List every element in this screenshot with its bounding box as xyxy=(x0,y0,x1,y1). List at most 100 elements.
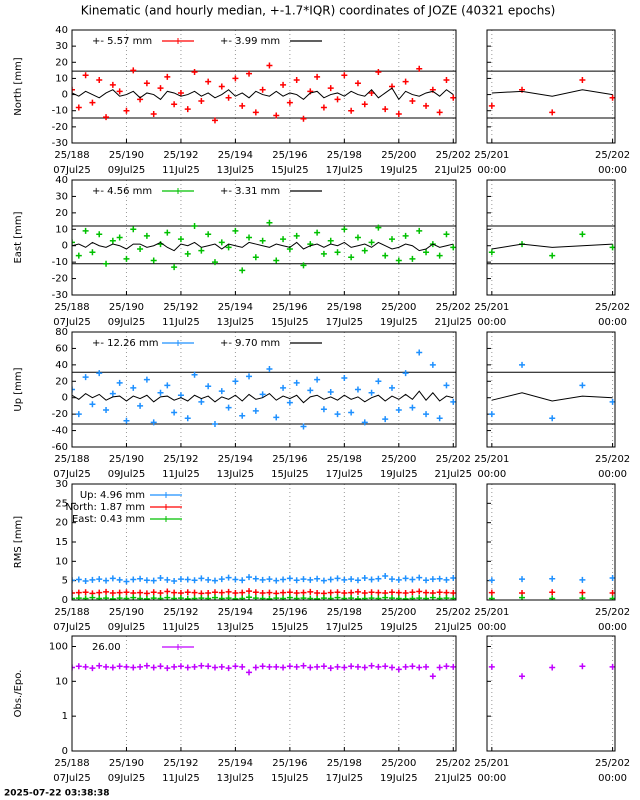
point xyxy=(123,589,130,596)
point xyxy=(252,407,259,414)
point xyxy=(72,86,75,93)
x-tick-label: 25/196 xyxy=(272,302,307,313)
point xyxy=(137,663,144,670)
point xyxy=(103,260,110,267)
point xyxy=(416,349,423,356)
median-line xyxy=(491,243,613,250)
point xyxy=(246,70,253,77)
point xyxy=(184,589,191,596)
y-tick-label: -40 xyxy=(52,426,68,437)
point xyxy=(225,595,232,600)
point xyxy=(341,590,348,597)
point xyxy=(300,262,307,269)
x-tick-label: 25/192 xyxy=(163,758,198,769)
point xyxy=(266,595,273,600)
point xyxy=(334,249,341,256)
point xyxy=(409,576,416,583)
point xyxy=(109,575,116,582)
point xyxy=(232,75,239,82)
x-tick-label: 25/194 xyxy=(218,150,253,161)
point xyxy=(443,231,450,238)
point xyxy=(198,575,205,582)
point xyxy=(75,595,82,600)
point xyxy=(177,590,184,597)
x-tick-date: 21Jul25 xyxy=(435,165,473,176)
x-tick-date: 19Jul25 xyxy=(380,622,418,633)
median-line xyxy=(71,87,454,101)
point xyxy=(137,402,144,409)
point xyxy=(436,595,443,600)
point xyxy=(75,104,82,111)
x-tick-date: 19Jul25 xyxy=(380,165,418,176)
point xyxy=(239,595,246,600)
x-tick-label: 25/201 xyxy=(474,758,509,769)
point xyxy=(75,663,82,670)
point xyxy=(307,387,314,394)
point xyxy=(361,247,368,254)
x-tick-label: 25/194 xyxy=(218,607,253,618)
point xyxy=(150,589,157,596)
point xyxy=(314,229,321,236)
x-tick-label: 25/200 xyxy=(381,607,416,618)
y-axis-label: RMS [mm] xyxy=(13,516,24,568)
point xyxy=(72,386,75,393)
point xyxy=(123,255,130,262)
point xyxy=(327,85,334,92)
point xyxy=(450,574,456,581)
point xyxy=(293,77,300,84)
point xyxy=(191,663,198,670)
point xyxy=(259,86,266,93)
y-tick-label: 80 xyxy=(55,327,68,338)
point xyxy=(423,249,430,256)
point xyxy=(191,68,198,75)
point xyxy=(259,237,266,244)
y-tick-label: -20 xyxy=(52,122,68,133)
point xyxy=(409,595,416,600)
point xyxy=(116,234,123,241)
plot-frame xyxy=(71,29,457,144)
point xyxy=(314,595,321,600)
point xyxy=(436,109,443,116)
point xyxy=(389,589,395,596)
x-tick-label: 25/194 xyxy=(218,302,253,313)
point xyxy=(354,595,361,600)
point xyxy=(198,247,205,254)
point xyxy=(327,665,334,672)
y-tick-label: 20 xyxy=(55,208,68,219)
point xyxy=(218,239,225,246)
point xyxy=(361,101,368,108)
point xyxy=(103,588,110,595)
y-tick-label: 10 xyxy=(55,676,68,687)
point xyxy=(164,73,171,80)
point xyxy=(416,227,423,234)
x-tick-label: 25/200 xyxy=(381,150,416,161)
x-tick-label: 25/196 xyxy=(272,454,307,465)
point xyxy=(395,257,402,264)
x-tick-date: 00:00 xyxy=(477,469,506,480)
point xyxy=(184,415,191,422)
point xyxy=(429,361,436,368)
point xyxy=(450,94,456,101)
y-tick-label: 10 xyxy=(55,224,68,235)
point xyxy=(273,257,280,264)
point xyxy=(354,577,361,584)
point xyxy=(89,249,96,256)
x-tick-date: 15Jul25 xyxy=(271,622,309,633)
point xyxy=(150,419,157,426)
point xyxy=(157,590,164,597)
x-tick-date: 09Jul25 xyxy=(108,622,146,633)
point xyxy=(198,398,205,405)
point xyxy=(450,595,456,600)
point xyxy=(402,232,409,239)
x-tick-date: 00:00 xyxy=(477,773,506,784)
x-tick-label: 25/190 xyxy=(109,302,144,313)
y-tick-label: 40 xyxy=(55,360,68,371)
point xyxy=(341,226,348,233)
x-tick-label: 25/192 xyxy=(163,302,198,313)
x-tick-label: 25/202 xyxy=(595,758,630,769)
point xyxy=(218,663,225,670)
x-tick-label: 25/202 xyxy=(436,607,471,618)
point xyxy=(184,576,191,583)
y-tick-label: 40 xyxy=(55,175,68,186)
x-tick-date: 13Jul25 xyxy=(217,469,255,480)
